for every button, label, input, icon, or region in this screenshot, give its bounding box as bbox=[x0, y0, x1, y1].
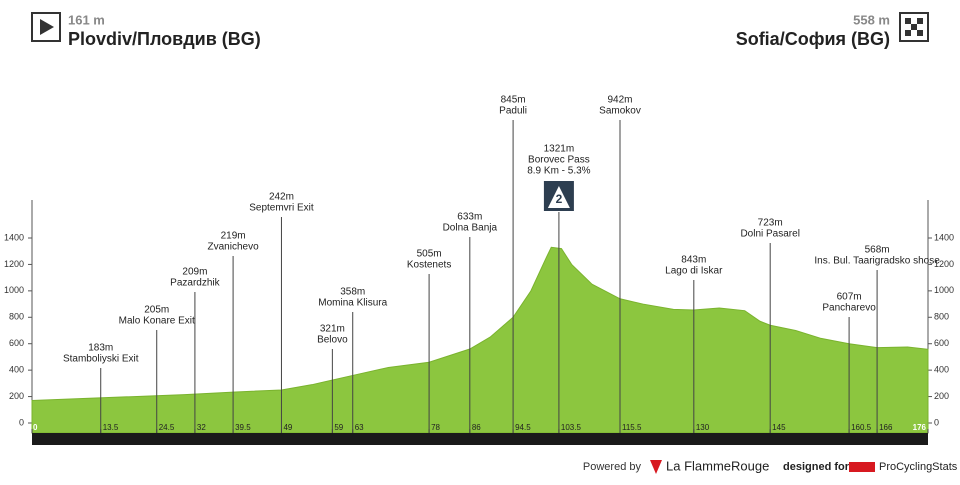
brand: La FlammeRouge bbox=[666, 458, 769, 473]
y-tick-label: 600 bbox=[9, 338, 24, 348]
y-tick-label-right: 800 bbox=[934, 312, 949, 322]
finish-elevation: 558 m bbox=[853, 12, 890, 27]
waypoint-name: Malo Konare Exit bbox=[119, 316, 195, 327]
x-tick-label: 94.5 bbox=[515, 423, 531, 432]
y-tick-label: 800 bbox=[9, 312, 24, 322]
site: ProCyclingStats bbox=[879, 461, 958, 473]
y-tick-label-right: 1400 bbox=[934, 232, 954, 242]
x-tick-label: 59 bbox=[334, 423, 343, 432]
waypoint-elevation: 321m bbox=[320, 324, 345, 335]
x-tick-label: 24.5 bbox=[159, 423, 175, 432]
waypoint-name: Dolni Pasarel bbox=[740, 229, 799, 240]
waypoint-elevation: 843m bbox=[681, 255, 706, 266]
waypoint-elevation: 568m bbox=[865, 245, 890, 256]
waypoint-elevation: 845m bbox=[501, 95, 526, 106]
waypoint-name: Momina Klisura bbox=[318, 298, 387, 309]
y-tick-label-right: 1000 bbox=[934, 285, 954, 295]
y-tick-label-right: 0 bbox=[934, 417, 939, 427]
x-tick-label: 32 bbox=[197, 423, 206, 432]
x-tick-label: 63 bbox=[355, 423, 364, 432]
waypoint-name: Septemvri Exit bbox=[249, 203, 314, 214]
waypoint-elevation: 723m bbox=[758, 218, 783, 229]
waypoint-elevation: 209m bbox=[182, 267, 207, 278]
y-tick-label-right: 600 bbox=[934, 338, 949, 348]
waypoint-elevation: 358m bbox=[340, 287, 365, 298]
elevation-area bbox=[31, 246, 929, 434]
climb-stats: 8.9 Km - 5.3% bbox=[527, 166, 590, 177]
x-tick-label: 130 bbox=[696, 423, 710, 432]
waypoint-elevation: 183m bbox=[88, 343, 113, 354]
waypoint-name: Dolna Banja bbox=[443, 223, 498, 234]
y-tick-label-right: 200 bbox=[934, 391, 949, 401]
y-tick-label: 1000 bbox=[4, 285, 24, 295]
y-tick-label: 200 bbox=[9, 391, 24, 401]
x-tick-label: 86 bbox=[472, 423, 481, 432]
waypoint-elevation: 942m bbox=[607, 95, 632, 106]
waypoint-name: Belovo bbox=[317, 335, 348, 346]
designed-for: designed for bbox=[783, 461, 850, 473]
x-tick-label: 103.5 bbox=[561, 423, 582, 432]
y-tick-label: 400 bbox=[9, 365, 24, 375]
brand-logo bbox=[650, 460, 662, 474]
x-tick-label: 115.5 bbox=[622, 423, 642, 432]
waypoint-name: Ins. Bul. Taarigradsko shose bbox=[814, 256, 940, 267]
start-name: Plovdiv/Пловдив (BG) bbox=[68, 29, 261, 49]
waypoint-name: Stamboliyski Exit bbox=[63, 354, 139, 365]
y-tick-label: 1400 bbox=[4, 232, 24, 242]
waypoint-name: Pazardzhik bbox=[170, 278, 220, 289]
x-tick-label: 78 bbox=[431, 423, 440, 432]
x-tick-label: 176 bbox=[913, 423, 927, 432]
distance-bar bbox=[32, 433, 928, 445]
waypoint-elevation: 242m bbox=[269, 192, 294, 203]
x-tick-label: 49 bbox=[283, 423, 292, 432]
waypoint-name: Zvanichevo bbox=[208, 242, 260, 253]
site-logo bbox=[849, 462, 875, 472]
finish-flag bbox=[905, 18, 923, 36]
y-tick-label-right: 400 bbox=[934, 365, 949, 375]
y-tick-label: 1200 bbox=[4, 259, 24, 269]
x-tick-label: 39.5 bbox=[235, 423, 251, 432]
start-triangle bbox=[40, 19, 54, 35]
x-tick-label: 145 bbox=[772, 423, 786, 432]
waypoint-elevation: 505m bbox=[417, 249, 442, 260]
waypoint-elevation: 633m bbox=[457, 212, 482, 223]
climb-elevation: 1321m bbox=[544, 144, 575, 155]
powered-by: Powered by bbox=[583, 461, 642, 473]
waypoint-elevation: 607m bbox=[837, 292, 862, 303]
x-tick-label: 160.5 bbox=[851, 423, 872, 432]
y-tick-label-right: 1200 bbox=[934, 259, 954, 269]
x-tick-label: 166 bbox=[879, 423, 893, 432]
x-tick-label: 13.5 bbox=[103, 423, 119, 432]
y-tick-label: 0 bbox=[19, 417, 24, 427]
waypoint-elevation: 219m bbox=[221, 231, 246, 242]
waypoint-name: Kostenets bbox=[407, 260, 451, 271]
start-icon bbox=[31, 12, 61, 42]
x-tick-label: 0 bbox=[33, 423, 38, 432]
climb-mountain bbox=[547, 186, 570, 208]
waypoint-name: Paduli bbox=[499, 106, 527, 117]
waypoint-name: Samokov bbox=[599, 106, 641, 117]
waypoint-elevation: 205m bbox=[144, 305, 169, 316]
waypoint-name: Pancharevo bbox=[822, 303, 876, 314]
climb-name: Borovec Pass bbox=[528, 155, 590, 166]
finish-name: Sofia/София (BG) bbox=[736, 29, 890, 49]
climb-category: 2 bbox=[556, 192, 563, 206]
waypoint-name: Lago di Iskar bbox=[665, 266, 723, 277]
start-elevation: 161 m bbox=[68, 12, 105, 27]
